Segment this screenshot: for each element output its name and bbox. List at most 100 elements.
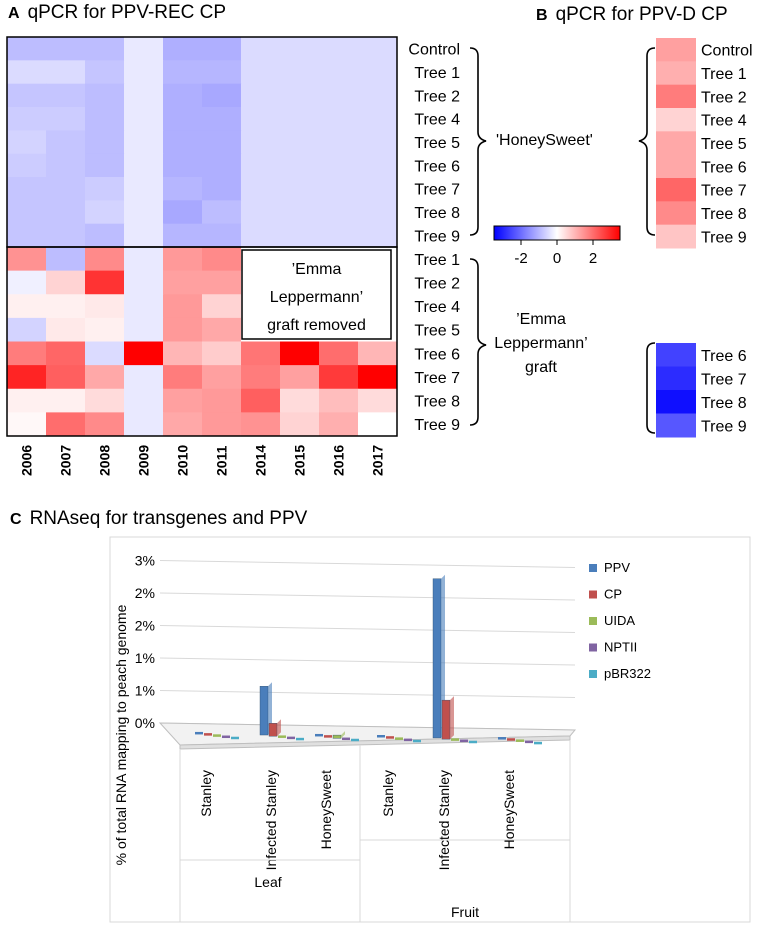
y-tick-label: 0% bbox=[135, 715, 155, 731]
heatmap-cell bbox=[319, 177, 359, 201]
heatmap-cell bbox=[124, 107, 164, 131]
heatmap-cell bbox=[202, 37, 242, 61]
heatmap-cell bbox=[7, 270, 47, 295]
heatmap-b bbox=[656, 38, 696, 438]
year-label: 2008 bbox=[97, 445, 113, 476]
heatmap-cell bbox=[85, 60, 125, 85]
row-label-b: Tree 8 bbox=[701, 206, 747, 223]
row-label: Tree 8 bbox=[414, 394, 460, 411]
heatmap-cell bbox=[163, 153, 203, 178]
emma-graft-line-1: ’Emma bbox=[516, 311, 566, 328]
heatmap-cell bbox=[46, 83, 86, 108]
bar-pbr322 bbox=[351, 738, 359, 742]
heatmap-cell bbox=[319, 83, 359, 108]
honeysweet-label: 'HoneySweet' bbox=[496, 132, 593, 149]
heatmap-b-cell bbox=[656, 366, 696, 391]
row-label-b: Control bbox=[701, 43, 753, 60]
bar-chart-c: 0% 1% 1% 2% 2% 3% % of total RNA mapping to pe… bbox=[113, 553, 651, 922]
heatmap-cell bbox=[358, 177, 398, 201]
heatmap-cell bbox=[163, 270, 203, 295]
heatmap-b-cell bbox=[656, 38, 696, 62]
bar-side-cp bbox=[277, 719, 281, 737]
heatmap-cell bbox=[46, 177, 86, 201]
year-label: 2006 bbox=[19, 445, 35, 476]
bar-pbr322 bbox=[413, 739, 421, 743]
row-label-b: Tree 9 bbox=[701, 418, 747, 435]
heatmap-cell bbox=[163, 37, 203, 61]
heatmap-cell bbox=[241, 412, 281, 437]
heatmap-cell bbox=[202, 247, 242, 272]
heatmap-cell bbox=[280, 130, 320, 155]
colorbar-tick-label: -2 bbox=[514, 250, 527, 267]
category-label: Stanley bbox=[198, 770, 214, 817]
bar-cp bbox=[204, 733, 212, 736]
bar-ppv bbox=[315, 733, 323, 737]
heatmap-cell bbox=[280, 412, 320, 437]
bar-cp bbox=[324, 735, 332, 738]
year-label: 2007 bbox=[58, 445, 74, 476]
row-label: Tree 2 bbox=[414, 88, 460, 105]
heatmap-cell bbox=[163, 107, 203, 131]
heatmap-cell bbox=[124, 37, 164, 61]
legend-label: UIDA bbox=[604, 613, 635, 628]
heatmap-cell bbox=[46, 388, 86, 413]
heatmap-a bbox=[6, 36, 398, 437]
row-label: Tree 1 bbox=[414, 65, 460, 82]
row-label: Tree 1 bbox=[414, 252, 460, 269]
heatmap-cell bbox=[124, 341, 164, 366]
heatmap-cell bbox=[124, 177, 164, 201]
legend-swatch bbox=[589, 617, 597, 625]
panel-c-title: C RNAseq for transgenes and PPV bbox=[10, 508, 307, 530]
heatmap-cell bbox=[85, 412, 125, 437]
row-label: Control bbox=[408, 42, 460, 59]
heatmap-cell bbox=[319, 200, 359, 225]
heatmap-cell bbox=[85, 177, 125, 201]
heatmap-b-cell bbox=[656, 201, 696, 226]
heatmap-cell bbox=[7, 341, 47, 366]
y-tick-label: 3% bbox=[135, 553, 155, 569]
panel-b-letter: B bbox=[536, 7, 548, 24]
heatmap-cell bbox=[358, 365, 398, 390]
bar-ppv bbox=[259, 686, 269, 736]
heatmap-cell bbox=[319, 60, 359, 85]
legend-label: pBR322 bbox=[604, 666, 651, 681]
y-axis-label: % of total RNA mapping to peach genome bbox=[113, 604, 129, 865]
panel-b-title-text: qPCR for PPV-D CP bbox=[555, 4, 728, 25]
category-label: Infected Stanley bbox=[436, 770, 452, 870]
heatmap-cell bbox=[319, 223, 359, 248]
row-label: Tree 7 bbox=[414, 182, 460, 199]
heatmap-cell bbox=[124, 223, 164, 248]
colorbar-tick-label: 0 bbox=[553, 250, 561, 267]
heatmap-cell bbox=[280, 365, 320, 390]
bar-pbr322 bbox=[469, 740, 477, 744]
heatmap-cell bbox=[241, 153, 281, 178]
bar-nptii bbox=[525, 740, 533, 744]
heatmap-cell bbox=[319, 130, 359, 155]
heatmap-cell bbox=[319, 412, 359, 437]
bar-ppv bbox=[195, 731, 203, 735]
heatmap-cell bbox=[319, 365, 359, 390]
row-labels-a: Control Tree 1 Tree 2 Tree 4 Tree 5 Tree 6 Tre… bbox=[408, 42, 460, 435]
bar-ppv bbox=[432, 578, 442, 739]
heatmap-cell bbox=[85, 317, 125, 342]
heatmap-cell bbox=[7, 37, 47, 61]
bar-uida bbox=[332, 734, 342, 739]
graft-removed-box: ’Emma Leppermann’ graft removed bbox=[241, 249, 392, 340]
heatmap-cell bbox=[46, 365, 86, 390]
heatmap-cell bbox=[46, 130, 86, 155]
heatmap-cell bbox=[280, 223, 320, 248]
row-label-b: Tree 6 bbox=[701, 348, 747, 365]
y-tick-label: 2% bbox=[135, 618, 155, 634]
year-label: 2009 bbox=[136, 445, 152, 476]
heatmap-cell bbox=[124, 412, 164, 437]
heatmap-cell bbox=[202, 130, 242, 155]
year-label: 2015 bbox=[292, 445, 308, 476]
heatmap-b-cell bbox=[656, 343, 696, 367]
legend-swatch bbox=[589, 564, 597, 572]
row-label-b: Tree 9 bbox=[701, 229, 747, 246]
heatmap-cell bbox=[280, 60, 320, 85]
heatmap-b-cell bbox=[656, 178, 696, 202]
heatmap-cell bbox=[7, 107, 47, 131]
